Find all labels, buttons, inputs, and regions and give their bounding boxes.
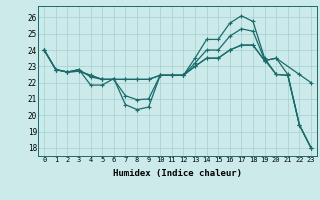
X-axis label: Humidex (Indice chaleur): Humidex (Indice chaleur) xyxy=(113,169,242,178)
